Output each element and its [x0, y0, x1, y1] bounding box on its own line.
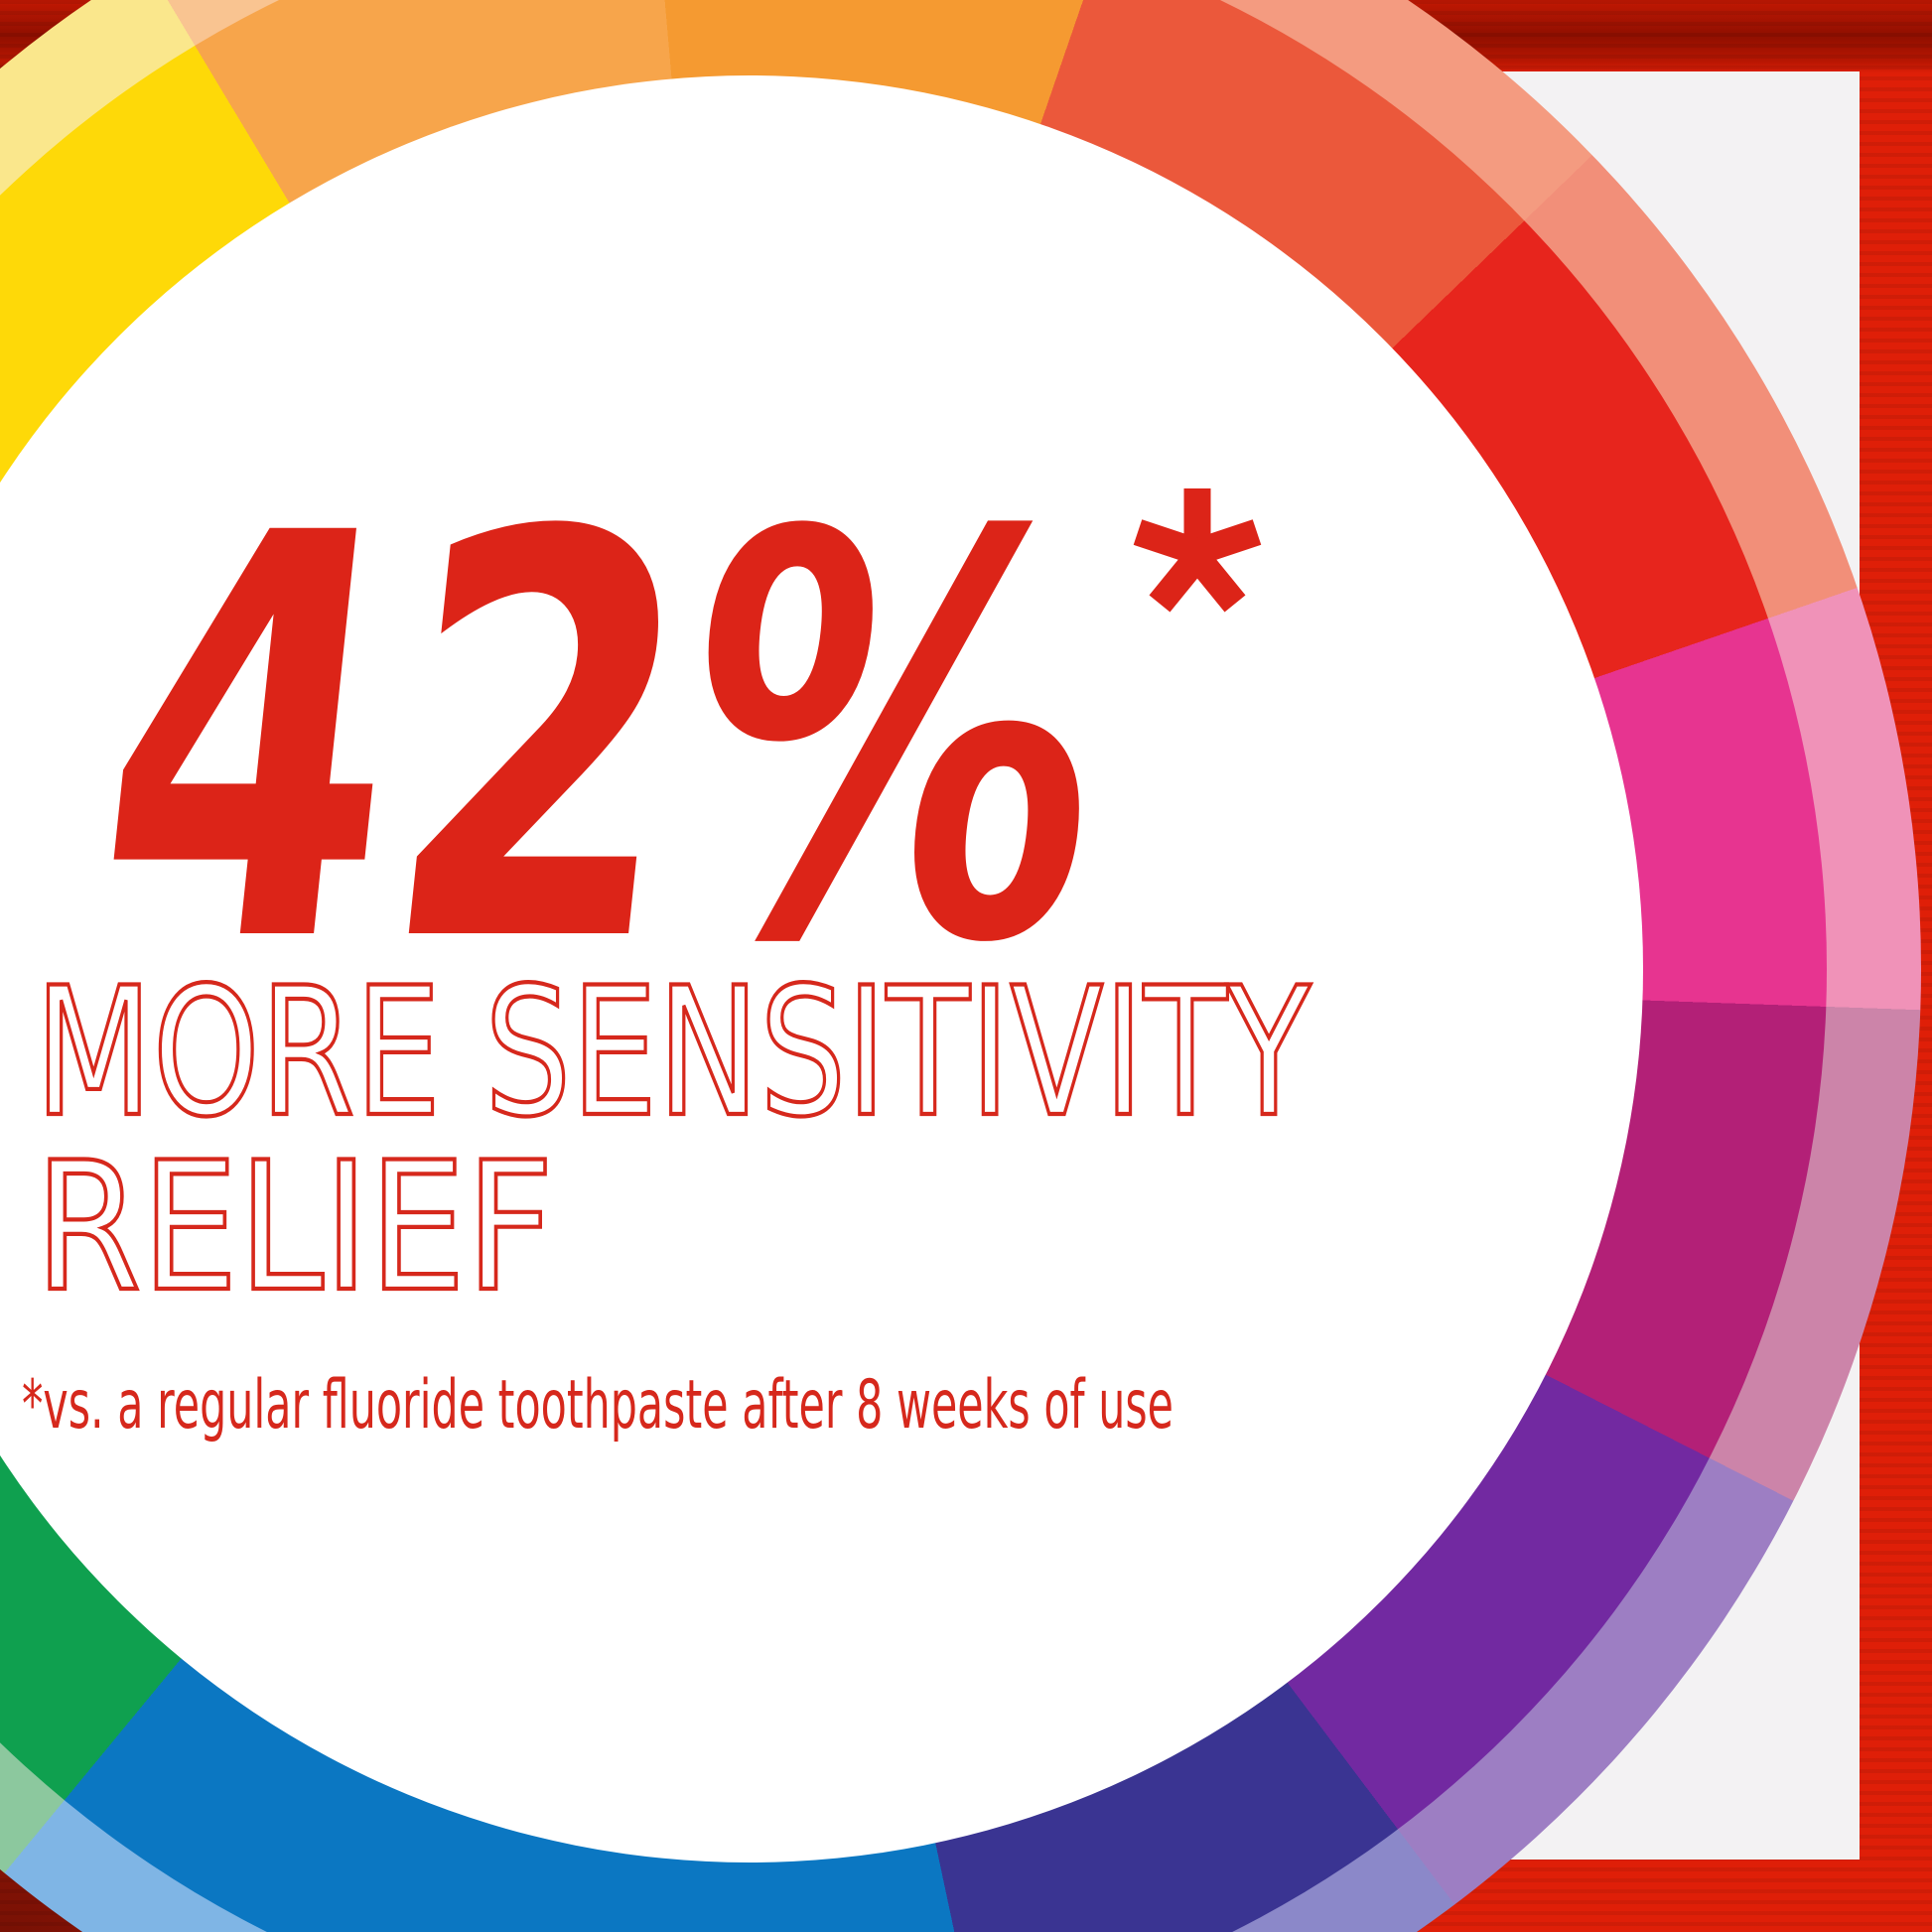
wheel-white-center — [0, 75, 1643, 1863]
